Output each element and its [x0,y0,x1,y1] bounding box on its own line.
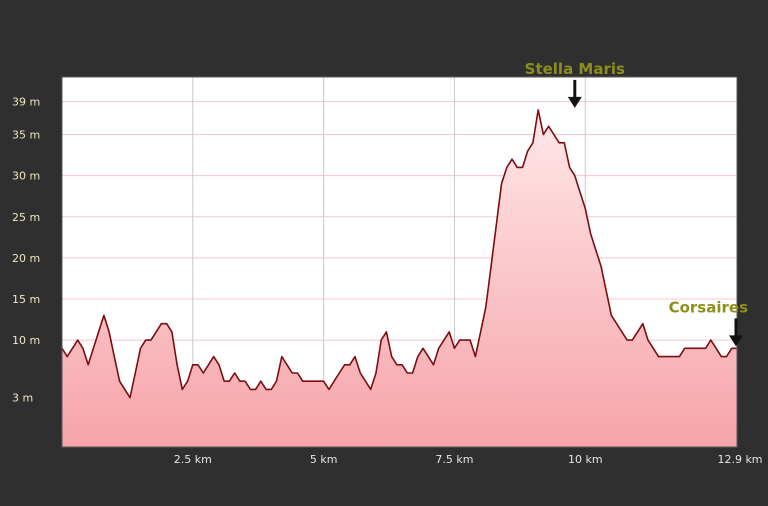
y-tick-label: 35 m [12,129,40,142]
x-tick-label: 2.5 km [174,453,212,466]
y-tick-label: 20 m [12,252,40,265]
x-tick-label: 10 km [568,453,603,466]
poi-label: Corsaires [669,298,748,316]
elevation-line [62,109,737,399]
poi-marker: Corsaires [669,298,748,347]
y-tick-label: 10 m [12,334,40,347]
x-tick-label: 12.9 km [717,453,762,466]
x-tick-label: 7.5 km [435,453,473,466]
y-axis: 3 m 10 m 15 m 20 m 25 m 30 m 35 m 39 m [12,96,40,405]
poi-marker: Stella Maris [525,60,625,108]
x-tick-label: 5 km [310,453,338,466]
y-tick-label: 39 m [12,96,40,109]
y-tick-label: 15 m [12,293,40,306]
elevation-area [62,109,737,447]
y-tick-label: 30 m [12,170,40,183]
poi-label: Stella Maris [525,60,625,78]
y-tick-label: 25 m [12,211,40,224]
plot-border [61,76,738,448]
x-axis: 2.5 km 5 km 7.5 km 10 km 12.9 km [174,453,763,466]
arrow-down-icon [729,335,743,347]
y-tick-label: 3 m [12,392,33,405]
poi-annotations: Stella Maris Corsaires [525,60,748,347]
arrow-down-icon [567,96,582,108]
